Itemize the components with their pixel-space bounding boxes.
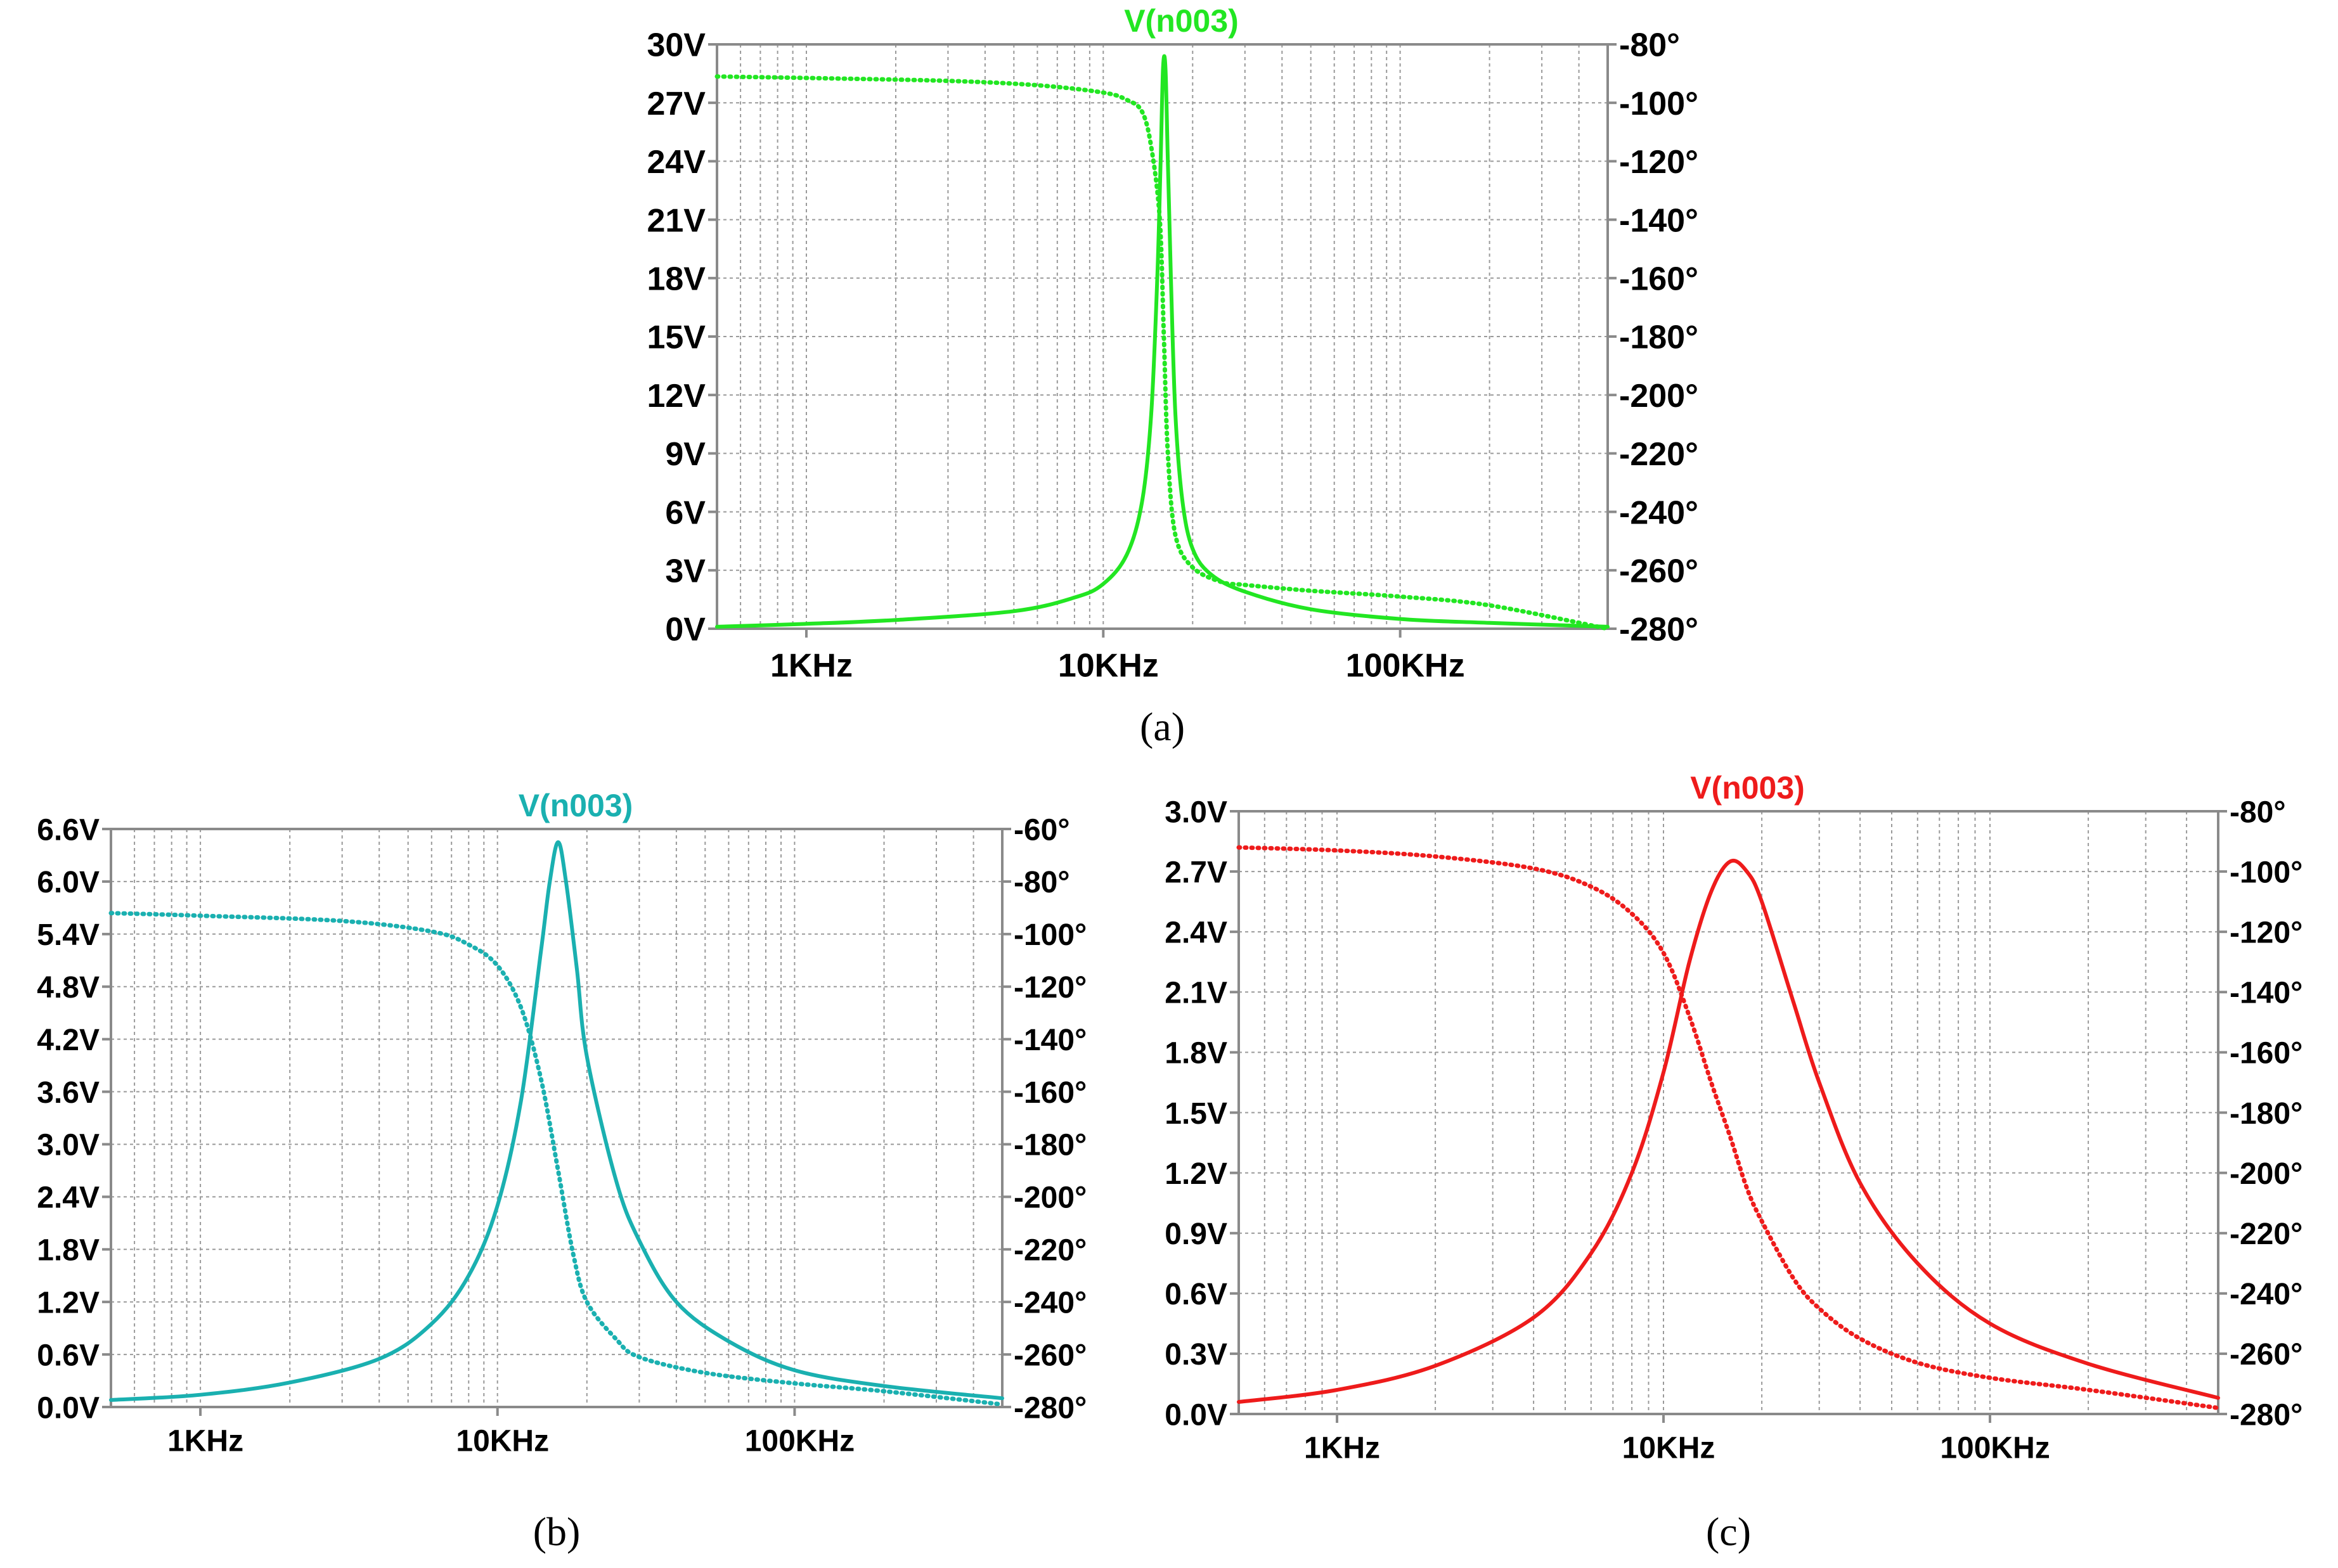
y-tick-label: 1.2V [37,1286,100,1320]
y2-tick-label: -80° [1014,866,1070,899]
y2-tick-label: -220° [1014,1234,1087,1268]
series-phase-line [1236,845,2221,1410]
x-tick-label: 10KHz [456,1425,549,1458]
y2-tick-label: -160° [1619,261,1698,298]
x-tick-label: 1KHz [1304,1432,1380,1465]
y2-tick-label: -280° [1619,612,1698,648]
y2-tick-label: -200° [1619,378,1698,414]
y2-tick-label: -160° [2230,1037,2302,1070]
panel-caption: (b) [533,1509,581,1554]
y-tick-label: 18V [647,261,706,298]
y2-tick-label: -200° [1014,1181,1087,1215]
y2-tick-label: -160° [1014,1076,1087,1110]
y-tick-label: 5.4V [37,918,100,952]
x-tick-label: 100KHz [1346,647,1465,684]
y2-tick-label: -180° [1619,319,1698,356]
y-tick-label: 24V [647,144,706,181]
series-magnitude-line [715,54,1610,629]
y2-tick-label: -120° [1619,144,1698,181]
y-tick-label: 0.3V [1165,1338,1227,1372]
series-magnitude-line [1237,859,2220,1404]
y-tick-label: 3V [665,553,706,590]
series-magnitude-line [109,840,1004,1402]
chart-title: V(n003) [1690,770,1805,806]
grid-lines [1239,811,2218,1414]
y2-tick-label: -140° [1619,202,1698,239]
y-tick-label: 15V [647,319,706,356]
y2-tick-label: -80° [1619,27,1680,64]
y-tick-label: 0.9V [1165,1218,1227,1251]
y-tick-label: 2.4V [1165,916,1227,949]
y2-tick-label: -60° [1014,813,1070,847]
y-tick-label: 2.1V [1165,977,1227,1010]
y-tick-label: 1.8V [37,1234,100,1268]
y2-tick-label: -140° [1014,1024,1087,1057]
y2-tick-label: -140° [2230,977,2302,1010]
series-phase-line [714,74,1610,631]
y2-tick-label: -120° [2230,916,2302,949]
y2-tick-label: -100° [1619,86,1698,122]
x-tick-label: 1KHz [167,1425,243,1458]
y2-tick-label: -180° [2230,1097,2302,1131]
y2-tick-label: -280° [2230,1398,2302,1432]
y-tick-label: 6.0V [37,866,100,899]
y-tick-label: 4.8V [37,971,100,1005]
y2-tick-label: -220° [1619,436,1698,473]
y-tick-label: 3.0V [37,1129,100,1162]
y-tick-label: 3.6V [37,1076,100,1110]
y-tick-label: 0.6V [1165,1278,1227,1311]
y2-tick-label: -260° [2230,1338,2302,1372]
y-tick-label: 3.0V [1165,795,1227,829]
y-tick-label: 0.0V [37,1391,100,1425]
y2-tick-label: -100° [1014,918,1087,952]
y-tick-label: 1.8V [1165,1037,1227,1070]
panel-c-chart: 0.0V 0.3V 0.6V 0.9V 1.2V 1.5V 1.8V 2.1V 2.4V 2.7V… [1165,770,2302,1554]
panel-a-chart: 0V 3V 6V 9V 12V 15V 18V 21V 24V 27V 30V -280° -260° -… [647,3,1698,749]
y2-tick-label: -220° [2230,1218,2302,1251]
y-tick-label: 2.7V [1165,856,1227,889]
x-tick-label: 100KHz [1940,1432,2050,1465]
plot-frame [110,828,1004,1408]
y-tick-label: 2.4V [37,1181,100,1215]
y2-tick-label: -80° [2230,795,2286,829]
y2-tick-label: -100° [2230,856,2302,889]
y-tick-label: 1.2V [1165,1157,1227,1191]
y2-tick-label: -120° [1014,971,1087,1005]
chart-title: V(n003) [519,788,633,823]
y2-tick-label: -200° [2230,1157,2302,1191]
y2-tick-label: -280° [1014,1391,1087,1425]
x-tick-label: 1KHz [770,647,853,684]
y-tick-label: 6V [665,494,706,531]
y2-tick-label: -240° [2230,1278,2302,1311]
y-tick-label: 0.6V [37,1339,100,1372]
panel-b-chart: 0.0V 0.6V 1.2V 1.8V 2.4V 3.0V 3.6V 4.2V 4.8V 5.4V… [37,788,1087,1554]
y-tick-label: 21V [647,202,706,239]
y2-tick-label: -180° [1014,1129,1087,1162]
y-tick-label: 4.2V [37,1024,100,1057]
y-tick-label: 27V [647,86,706,122]
y2-tick-label: -260° [1014,1339,1087,1372]
y-tick-label: 0.0V [1165,1398,1227,1432]
y-tick-label: 1.5V [1165,1097,1227,1131]
grid-lines [111,829,1002,1407]
x-tick-label: 100KHz [745,1425,855,1458]
series-phase-line [108,911,1005,1407]
y2-tick-label: -240° [1014,1286,1087,1320]
panel-caption: (a) [1140,704,1185,749]
y-tick-label: 6.6V [37,813,100,847]
x-tick-label: 10KHz [1058,647,1159,684]
y-tick-label: 9V [665,436,706,473]
x-tick-label: 10KHz [1622,1432,1715,1465]
y-tick-label: 0V [665,612,706,648]
y-tick-label: 30V [647,27,706,64]
y2-tick-label: -240° [1619,494,1698,531]
y-tick-label: 12V [647,378,706,414]
chart-title: V(n003) [1124,3,1239,39]
panel-caption: (c) [1706,1509,1751,1554]
y2-tick-label: -260° [1619,553,1698,590]
